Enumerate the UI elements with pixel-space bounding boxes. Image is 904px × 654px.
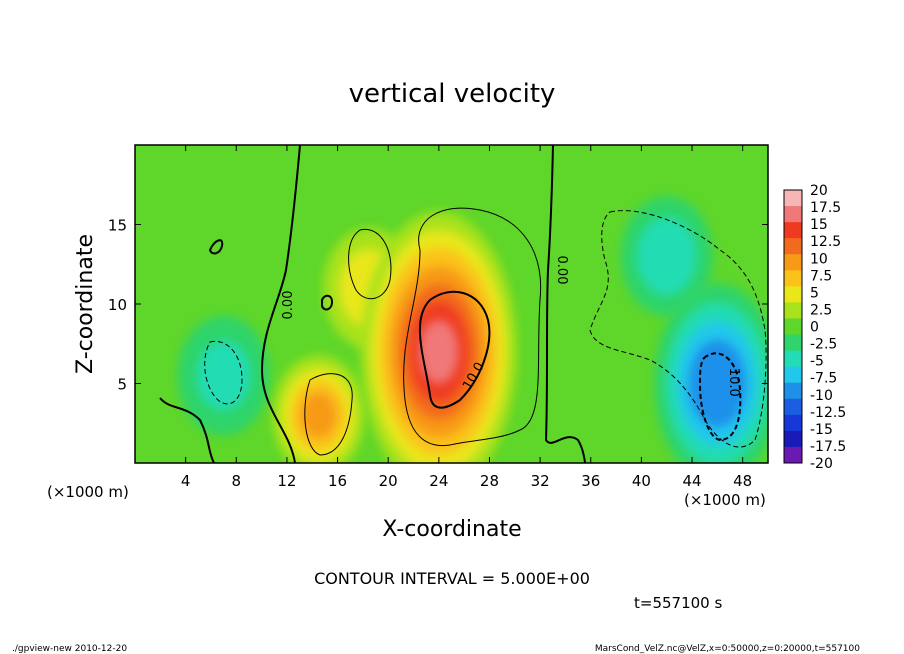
colorbar-label: -17.5: [810, 439, 846, 455]
contour-5-left: [348, 228, 392, 300]
contour-label-zero-right: 0.00: [554, 256, 569, 285]
colorbar-label: -2.5: [810, 337, 837, 353]
colorbar-swatch: [784, 318, 802, 336]
y-axis-label: Z-coordinate: [73, 234, 98, 374]
colorbar-swatch: [784, 382, 802, 400]
colorbar-swatch: [784, 190, 802, 207]
x-tick-label: 8: [232, 472, 242, 490]
x-tick-label: 16: [328, 472, 347, 490]
colorbar-label: 7.5: [810, 268, 832, 284]
contour-lines: [159, 145, 767, 463]
time-text: t=557100 s: [634, 594, 722, 612]
contour-zero-small: [208, 239, 224, 255]
colorbar-swatch: [784, 414, 802, 432]
colorbar-label: 5: [810, 285, 819, 301]
contour-neg10-right: [698, 352, 742, 442]
colorbar-swatch: [784, 254, 802, 271]
contour-5-low: [304, 373, 353, 456]
y-axis: 5 10 15: [108, 217, 768, 394]
colorbar-swatch: [784, 286, 802, 303]
colorbar-swatch: [784, 350, 802, 368]
contour-label-zero-left: 0.00: [281, 291, 296, 320]
x-axis: 4 8 12 16 20 24 28 32 36 40 44 48: [181, 145, 752, 490]
colorbar-label: 2.5: [810, 302, 832, 318]
y-tick-label: 10: [108, 296, 127, 314]
contour-zero-left: [260, 145, 301, 463]
y-tick-label: 5: [117, 376, 127, 394]
contour-label-neg-ten: -10.0: [726, 363, 741, 397]
chart-title: vertical velocity: [349, 79, 556, 109]
x-tick-label: 24: [429, 472, 448, 490]
x-unit-label-left: (×1000 m): [47, 483, 129, 501]
colorbar-label: 10: [810, 251, 828, 267]
colorbar-swatch: [784, 302, 802, 319]
colorbar-swatch: [784, 446, 802, 464]
colorbar-swatch: [784, 398, 802, 416]
x-tick-label: 44: [682, 472, 701, 490]
colorbar-frame: [783, 189, 803, 464]
x-tick-label: 20: [379, 472, 398, 490]
plot-area: 0.00 0.00 10.0 -10.0: [135, 145, 768, 463]
contour-neg5-left: [204, 340, 243, 405]
contour-neg5-right: [589, 210, 767, 448]
field-level-downdraft-min-4: [688, 339, 746, 428]
colorbar-label: 20: [810, 183, 828, 199]
colorbar-label: -15: [810, 422, 833, 438]
x-tick-label: 32: [531, 472, 550, 490]
x-unit-label-right: (×1000 m): [684, 491, 766, 509]
x-tick-label: 36: [581, 472, 600, 490]
contour-5-central: [403, 207, 542, 447]
colorbar-swatch: [784, 270, 802, 287]
colorbar-label: -5: [810, 354, 824, 370]
field-level-downdraft-0: [196, 340, 251, 411]
x-axis-label: X-coordinate: [382, 517, 521, 542]
colorbar-label: -10: [810, 388, 833, 404]
colorbar-swatch: [784, 430, 802, 448]
footer-right: MarsCond_VelZ.nc@VelZ,x=0:50000,z=0:2000…: [595, 644, 860, 654]
contour-zero-small-2: [321, 294, 334, 311]
x-tick-label: 4: [181, 472, 191, 490]
colorbar-swatch: [784, 222, 802, 239]
x-tick-label: 28: [480, 472, 499, 490]
colorbar-label: 0: [810, 320, 819, 336]
colorbar-label: 12.5: [810, 234, 841, 250]
colorbar-swatch: [784, 334, 802, 352]
contour-zero-lower-left: [159, 397, 215, 463]
footer-left: ./gpview-new 2010-12-20: [12, 644, 127, 654]
contour-labels: 0.00 0.00 10.0 -10.0: [281, 256, 741, 397]
colorbar-swatch: [784, 366, 802, 384]
x-tick-label: 40: [632, 472, 651, 490]
contour-10-central: [418, 290, 491, 409]
colorbar-label: -7.5: [810, 371, 837, 387]
colorbar-label: 17.5: [810, 200, 841, 216]
field-level-updraft-max-5: [419, 320, 459, 384]
x-tick-label: 48: [733, 472, 752, 490]
colorbar-label: -20: [810, 456, 833, 472]
field-level-downdraft-2: [636, 217, 697, 296]
y-tick-label: 15: [108, 217, 127, 235]
colorbar-swatch: [784, 206, 802, 223]
colorbar-label: 15: [810, 217, 828, 233]
x-tick-label: 12: [277, 472, 296, 490]
colorbar-swatch: [784, 238, 802, 255]
field-features: [177, 196, 768, 463]
contour-interval-text: CONTOUR INTERVAL = 5.000E+00: [314, 569, 590, 588]
colorbar-label: -12.5: [810, 405, 846, 421]
contour-zero-right: [544, 145, 586, 463]
field-level-updraft-3: [301, 392, 337, 438]
